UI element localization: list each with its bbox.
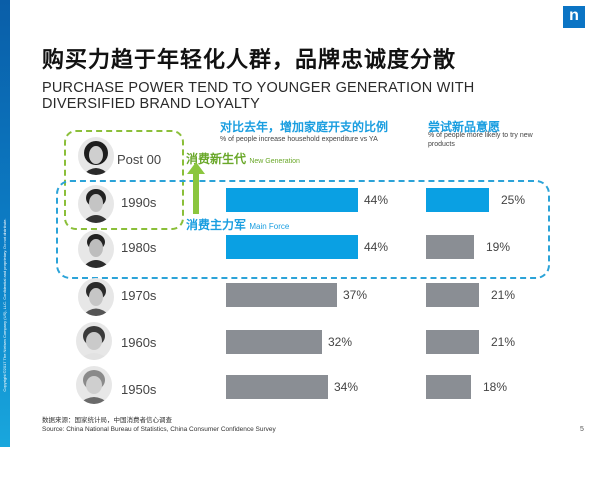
- bar-label-chart1-1980s: 44%: [364, 240, 389, 254]
- main-force-en: Main Force: [249, 222, 290, 231]
- new-generation-cn: 消费新生代: [186, 152, 247, 166]
- nielsen-logo: n: [563, 6, 585, 28]
- bar-chart1-1970s: [226, 283, 337, 307]
- page-number: 5: [580, 426, 584, 433]
- row-label-post00: Post 00: [117, 152, 162, 167]
- row-label-1970s: 1970s: [121, 288, 157, 303]
- bar-chart2-1970s: [426, 283, 479, 307]
- avatar-post00: [78, 137, 114, 175]
- slide-title-en: PURCHASE POWER TEND TO YOUNGER GENERATIO…: [42, 80, 475, 112]
- col2-title: 尝试新品意愿: [428, 120, 501, 134]
- bar-label-chart1-1960s: 32%: [328, 335, 353, 349]
- avatar-1960s: [76, 322, 112, 360]
- row-label-1980s: 1980s: [121, 240, 157, 255]
- row-label-1950s: 1950s: [121, 382, 157, 397]
- avatar-1990s: [78, 185, 114, 223]
- row-label-1960s: 1960s: [121, 335, 157, 350]
- main-force-annotation: 消费主力军 Main Force: [186, 216, 289, 233]
- bar-label-chart2-1980s: 19%: [486, 240, 511, 254]
- up-arrow-icon: [187, 162, 205, 214]
- avatar-1970s: [78, 278, 114, 316]
- bar-chart1-1950s: [226, 375, 328, 399]
- avatar-1980s: [78, 230, 114, 268]
- new-generation-annotation: 消费新生代 New Generation: [186, 150, 300, 167]
- bar-chart2-1960s: [426, 330, 479, 354]
- slide-title-cn: 购买力趋于年轻化人群，品牌忠诚度分散: [42, 47, 457, 72]
- bar-chart1-1990s: [226, 188, 358, 212]
- footer-source-en: Source: China National Bureau of Statist…: [42, 426, 276, 433]
- col1-title: 对比去年，增加家庭开支的比例: [220, 120, 389, 134]
- bar-chart2-1980s: [426, 235, 474, 259]
- bar-label-chart2-1990s: 25%: [501, 193, 526, 207]
- bar-label-chart1-1970s: 37%: [343, 288, 368, 302]
- col2-subtitle: % of people more likely to try new produ…: [428, 132, 533, 148]
- bar-chart1-1960s: [226, 330, 322, 354]
- bar-chart2-1950s: [426, 375, 471, 399]
- bar-label-chart1-1990s: 44%: [364, 193, 389, 207]
- bar-label-chart2-1970s: 21%: [491, 288, 516, 302]
- footer-source-cn: 数据来源：国家统计局，中国消费者信心调查: [42, 417, 172, 424]
- main-force-cn: 消费主力军: [186, 218, 247, 232]
- bar-label-chart1-1950s: 34%: [334, 380, 359, 394]
- bar-chart1-1980s: [226, 235, 358, 259]
- copyright-side-text: Copyright ©2017 The Nielsen Company (US)…: [2, 218, 7, 392]
- left-brand-strip: Copyright ©2017 The Nielsen Company (US)…: [0, 0, 10, 447]
- bar-chart2-1990s: [426, 188, 489, 212]
- row-label-1990s: 1990s: [121, 195, 157, 210]
- new-generation-en: New Generation: [249, 158, 300, 165]
- main-force-highlight-box: [56, 180, 550, 279]
- bar-label-chart2-1960s: 21%: [491, 335, 516, 349]
- avatar-1950s: [76, 366, 112, 404]
- footer-source: 数据来源：国家统计局，中国消费者信心调查 Source: China Natio…: [42, 416, 276, 434]
- col1-subtitle: % of people increase household expenditu…: [220, 136, 378, 143]
- bar-label-chart2-1950s: 18%: [483, 380, 508, 394]
